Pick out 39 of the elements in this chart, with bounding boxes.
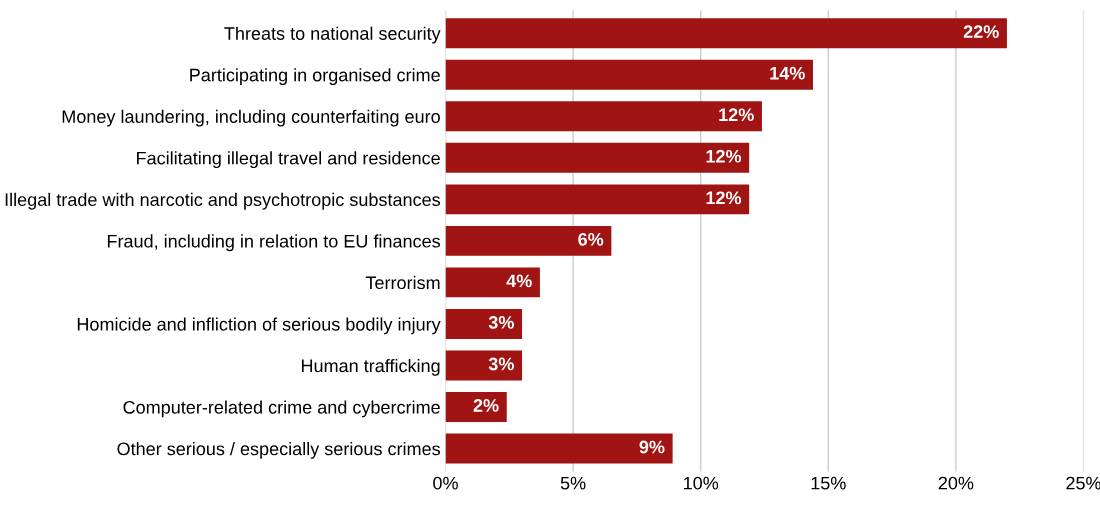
bar bbox=[445, 392, 507, 422]
data-label: 12% bbox=[706, 149, 742, 163]
y-tick-label: Human trafficking bbox=[301, 358, 440, 376]
y-tick-label: Threats to national security bbox=[224, 26, 441, 44]
bar bbox=[445, 267, 540, 298]
y-tick-label: Money laundering, including counterfaiting euro bbox=[62, 109, 440, 127]
bar bbox=[445, 59, 813, 90]
y-tick-label: Computer-related crime and cybercrime bbox=[123, 400, 440, 418]
y-tick-label: Other serious / especially serious crimes bbox=[117, 441, 441, 459]
y-tick-label: Illegal trade with narcotic and psychotropic substances bbox=[5, 192, 441, 210]
bar bbox=[445, 142, 750, 173]
y-tick-label: Facilitating illegal travel and residence bbox=[137, 151, 440, 169]
x-tick-label: 20% bbox=[938, 476, 974, 490]
data-label: 3% bbox=[488, 357, 514, 371]
bar bbox=[445, 225, 612, 256]
bar bbox=[445, 184, 750, 215]
data-label: 2% bbox=[473, 399, 499, 412]
y-tick-label: Terrorism bbox=[365, 275, 440, 290]
bar bbox=[445, 18, 1007, 49]
x-tick-label: 15% bbox=[811, 476, 846, 490]
y-tick-label: Homicide and infliction of serious bodily injury bbox=[77, 317, 441, 335]
x-tick-label: 5% bbox=[560, 476, 586, 490]
y-tick-label: Fraud, including in relation to EU finances bbox=[107, 234, 441, 252]
data-label: 14% bbox=[770, 66, 805, 80]
bar bbox=[445, 433, 673, 464]
data-label: 4% bbox=[506, 274, 532, 288]
x-tick-label: 25% bbox=[1066, 476, 1100, 490]
y-tick-label: Participating in organised crime bbox=[190, 68, 440, 86]
data-label: 6% bbox=[578, 232, 604, 246]
data-label: 12% bbox=[719, 108, 754, 122]
bar bbox=[445, 308, 523, 339]
bar bbox=[445, 350, 523, 381]
data-label: 12% bbox=[706, 191, 742, 205]
data-label: 3% bbox=[488, 316, 514, 329]
x-tick-label: 0% bbox=[433, 476, 458, 490]
data-label: 9% bbox=[639, 440, 665, 454]
x-tick-label: 10% bbox=[684, 476, 719, 490]
bar bbox=[445, 101, 762, 132]
data-label: 22% bbox=[963, 25, 999, 39]
